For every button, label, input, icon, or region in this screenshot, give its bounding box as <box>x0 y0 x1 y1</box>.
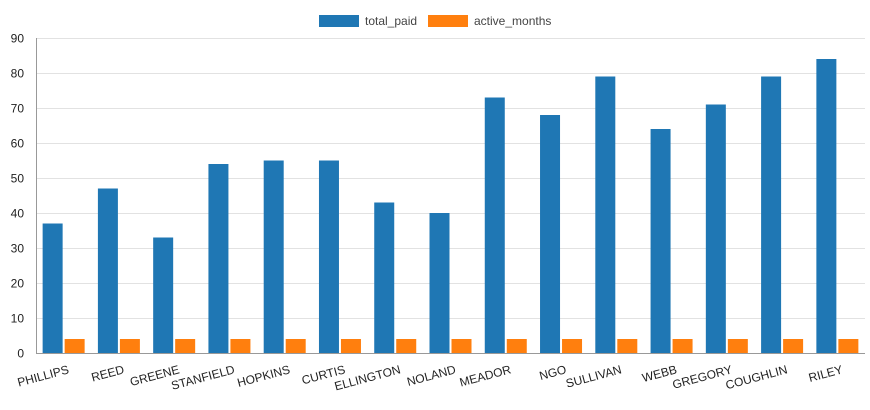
y-tick-label: 0 <box>17 347 24 361</box>
bar-total-paid[interactable] <box>208 164 229 353</box>
x-category-label: MEADOR <box>458 362 513 389</box>
bar-active-months[interactable] <box>562 339 583 353</box>
x-category-label: PHILLIPS <box>16 362 71 389</box>
bar-total-paid[interactable] <box>816 59 837 353</box>
bar-active-months[interactable] <box>340 339 361 353</box>
bar-total-paid[interactable] <box>42 223 63 354</box>
bar-total-paid[interactable] <box>97 188 118 354</box>
legend-swatch <box>428 15 468 27</box>
bar-total-paid[interactable] <box>761 76 782 354</box>
bar-active-months[interactable] <box>506 339 527 353</box>
bar-total-paid[interactable] <box>595 76 616 354</box>
bar-active-months[interactable] <box>838 339 859 353</box>
bar-active-months[interactable] <box>451 339 472 353</box>
bar-total-paid[interactable] <box>540 115 561 353</box>
y-tick-label: 60 <box>11 137 25 151</box>
legend-swatch <box>319 15 359 27</box>
bar-active-months[interactable] <box>617 339 638 353</box>
legend-item-active-months[interactable]: active_months <box>428 14 551 28</box>
axes <box>36 38 865 354</box>
legend-label: total_paid <box>365 14 417 28</box>
y-tick-label: 70 <box>11 102 25 116</box>
y-tick-label: 80 <box>11 67 25 81</box>
grid-lines <box>36 38 865 319</box>
x-category-label: COUGHLIN <box>724 362 789 392</box>
y-tick-label: 20 <box>11 277 25 291</box>
y-axis-tick-labels: 0 10 20 30 40 50 60 70 80 90 <box>11 32 25 361</box>
y-tick-label: 40 <box>11 207 25 221</box>
bar-active-months[interactable] <box>285 339 306 353</box>
bar-active-months[interactable] <box>396 339 417 353</box>
bar-total-paid[interactable] <box>263 160 284 354</box>
bars-group <box>42 59 859 354</box>
bar-total-paid[interactable] <box>429 213 450 353</box>
y-tick-label: 10 <box>11 312 25 326</box>
bar-total-paid[interactable] <box>705 104 726 354</box>
bar-active-months[interactable] <box>672 339 693 353</box>
x-category-label: NOLAND <box>405 362 457 389</box>
bar-total-paid[interactable] <box>374 202 395 354</box>
x-category-label: NGO <box>538 362 568 383</box>
bar-total-paid[interactable] <box>318 160 339 354</box>
bar-active-months[interactable] <box>230 339 251 353</box>
x-category-label: RILEY <box>807 362 844 385</box>
x-category-label: REED <box>90 362 126 384</box>
bar-total-paid[interactable] <box>650 129 671 353</box>
x-category-label: STANFIELD <box>170 362 237 392</box>
bar-total-paid[interactable] <box>484 97 505 354</box>
bar-active-months[interactable] <box>175 339 196 353</box>
legend-item-total-paid[interactable]: total_paid <box>319 14 417 28</box>
y-tick-label: 30 <box>11 242 25 256</box>
y-tick-label: 50 <box>11 172 25 186</box>
bar-active-months[interactable] <box>727 339 748 353</box>
bar-total-paid[interactable] <box>153 237 174 354</box>
legend-label: active_months <box>474 14 551 28</box>
x-category-label: GREGORY <box>671 362 734 391</box>
bar-active-months[interactable] <box>64 339 85 353</box>
x-category-label: HOPKINS <box>236 362 292 390</box>
bar-active-months[interactable] <box>783 339 804 353</box>
chart-legend: total_paid active_months <box>319 14 551 28</box>
bar-active-months[interactable] <box>119 339 140 353</box>
y-tick-label: 90 <box>11 32 25 46</box>
x-category-label: SULLIVAN <box>564 362 623 390</box>
